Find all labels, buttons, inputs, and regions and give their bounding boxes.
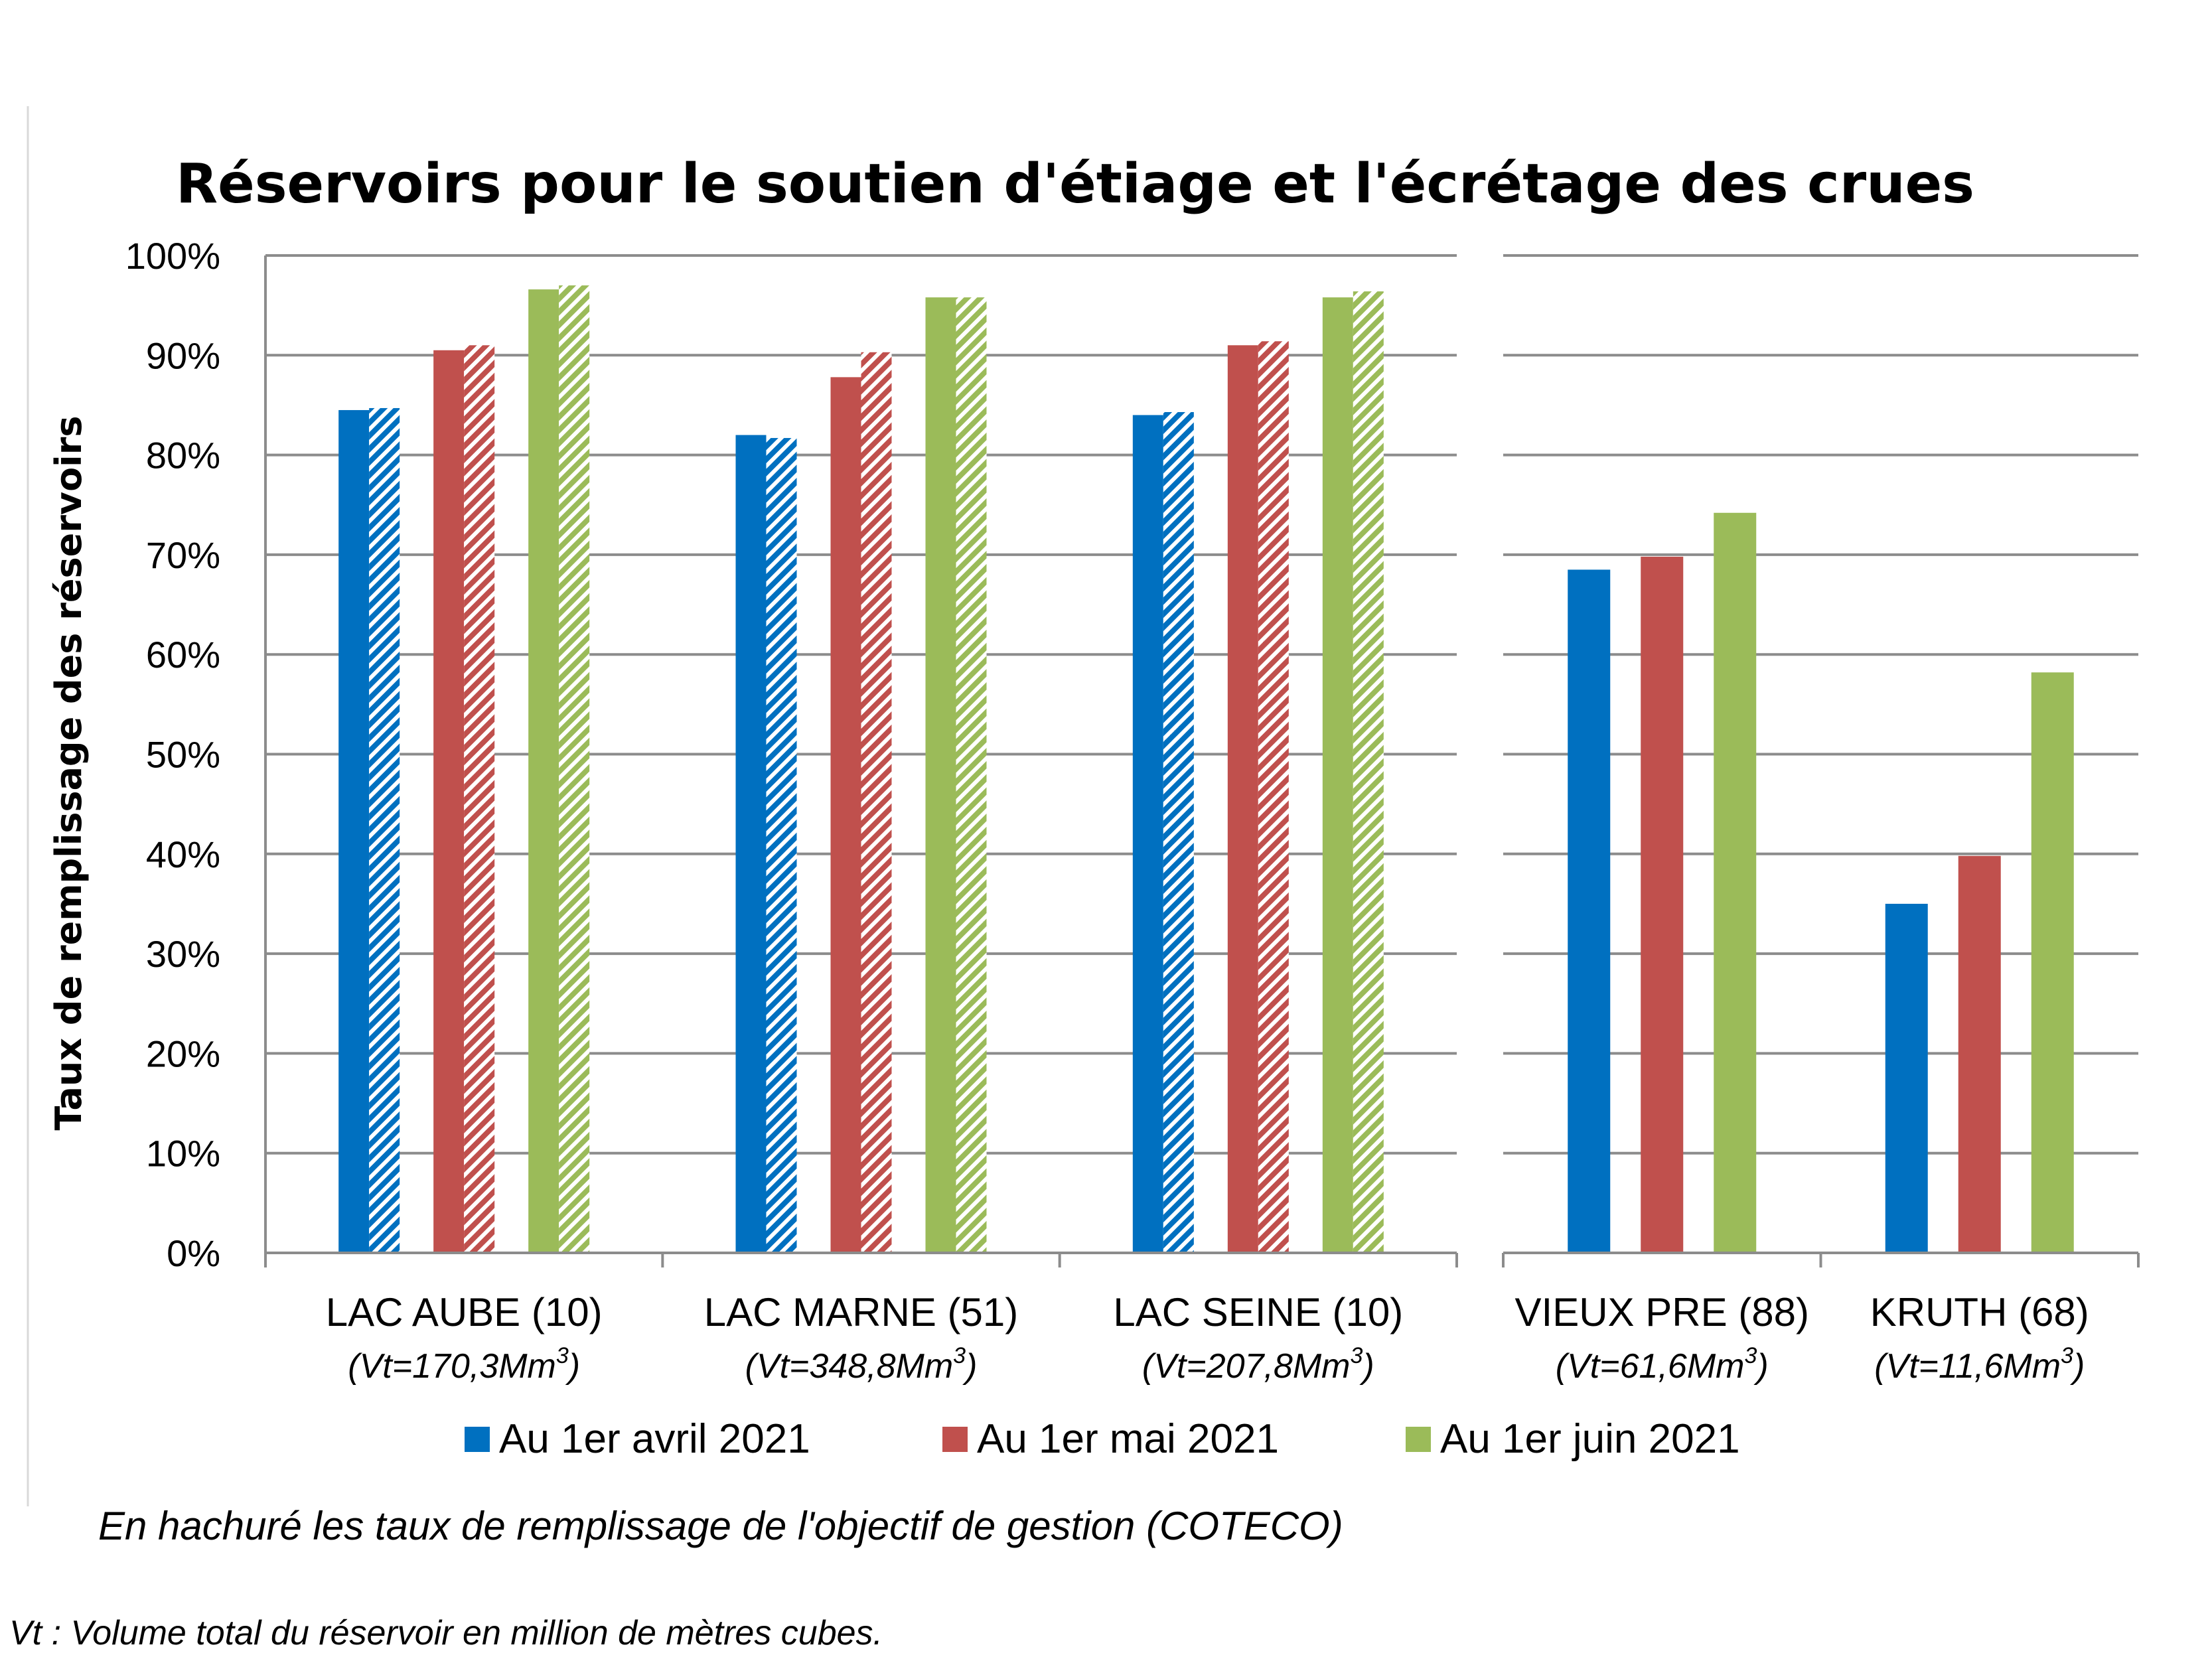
legend-label: Au 1er mai 2021 <box>977 1416 1279 1462</box>
objective-bar <box>559 285 590 1254</box>
category-volume: (Vt=61,6Mm3) <box>1556 1343 1769 1386</box>
y-tick-labels: 0% 10% 20% 30% 40% 50% 60% 70% 80% 90% 100% <box>125 235 220 1274</box>
bar <box>528 289 559 1253</box>
hatch-note: En hachuré les taux de remplissage de l'… <box>98 1504 1343 1548</box>
objective-bar <box>369 407 400 1253</box>
y-tick-label: 90% <box>146 334 220 376</box>
bar <box>735 435 767 1253</box>
category-label: LAC AUBE (10) <box>326 1290 603 1334</box>
bar <box>1958 855 2001 1253</box>
objective-bar <box>956 297 987 1254</box>
bars <box>338 285 2074 1254</box>
y-axis-label: Taux de remplissage des réservoirs <box>48 416 90 1131</box>
bar <box>1568 569 1611 1253</box>
bar <box>1714 512 1757 1254</box>
chart-title: Réservoirs pour le soutien d'étiage et l… <box>176 153 1974 216</box>
category-label: LAC MARNE (51) <box>704 1290 1018 1334</box>
y-tick-label: 40% <box>146 833 220 875</box>
legend-swatch <box>942 1427 968 1452</box>
category-volume: (Vt=207,8Mm3) <box>1142 1343 1374 1386</box>
y-tick-label: 70% <box>146 534 220 576</box>
category-labels: LAC AUBE (10) (Vt=170,3Mm3) LAC MARNE (51)… <box>326 1290 2089 1386</box>
y-tick-label: 30% <box>146 933 220 975</box>
category-label: KRUTH (68) <box>1870 1290 2089 1334</box>
bar <box>1885 903 1928 1253</box>
objective-bar <box>1163 411 1194 1254</box>
bar <box>925 297 956 1254</box>
legend-label: Au 1er avril 2021 <box>499 1416 810 1462</box>
x-axes <box>264 255 2140 1267</box>
bar <box>830 377 861 1254</box>
legend-swatch <box>1406 1427 1431 1452</box>
footnote: Vt : Volume total du réservoir en millio… <box>9 1614 883 1652</box>
legend: Au 1er avril 2021 Au 1er mai 2021 Au 1er j… <box>465 1416 1740 1462</box>
y-tick-label: 0% <box>167 1232 220 1274</box>
legend-swatch <box>465 1427 490 1452</box>
y-tick-label: 100% <box>125 235 220 277</box>
objective-bar <box>1258 341 1289 1253</box>
y-tick-label: 20% <box>146 1033 220 1074</box>
objective-bar <box>861 352 892 1253</box>
y-tick-label: 10% <box>146 1133 220 1175</box>
bar <box>338 409 370 1253</box>
y-tick-label: 60% <box>146 634 220 676</box>
y-tick-label: 50% <box>146 734 220 776</box>
objective-bar <box>1353 291 1384 1253</box>
bar <box>1641 556 1684 1253</box>
category-label: LAC SEINE (10) <box>1113 1290 1403 1334</box>
bar <box>1322 297 1353 1254</box>
bar <box>2031 672 2074 1253</box>
legend-label: Au 1er juin 2021 <box>1440 1416 1740 1462</box>
category-label: VIEUX PRE (88) <box>1515 1290 1809 1334</box>
objective-bar <box>464 345 495 1253</box>
bar <box>433 350 465 1254</box>
category-volume: (Vt=348,8Mm3) <box>745 1343 978 1386</box>
category-volume: (Vt=170,3Mm3) <box>348 1343 580 1386</box>
bar <box>1132 415 1163 1253</box>
bar <box>1227 345 1258 1253</box>
category-volume: (Vt=11,6Mm3) <box>1874 1343 2085 1386</box>
objective-bar <box>766 438 797 1253</box>
y-tick-label: 80% <box>146 435 220 476</box>
